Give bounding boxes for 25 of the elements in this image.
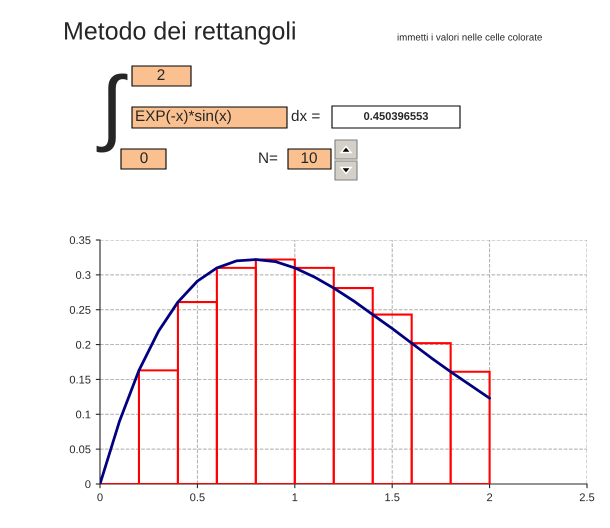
text: dx = xyxy=(292,110,320,122)
y-tick-label: 0 xyxy=(85,480,91,488)
y-tick-label: 0.3 xyxy=(76,271,90,279)
x-tick-label: 2 xyxy=(487,493,492,502)
y-tick-label: 0.05 xyxy=(70,445,91,454)
text: 0 xyxy=(140,152,148,164)
x-tick-label: 1 xyxy=(292,493,298,502)
x-tick-label: 0 xyxy=(97,493,103,502)
y-tick-label: 0.1 xyxy=(76,410,90,418)
text: ∫ xyxy=(96,74,128,152)
text: 0.450396553 xyxy=(364,112,428,120)
x-tick-label: 0.5 xyxy=(190,493,205,502)
text: N= xyxy=(259,152,278,163)
y-tick-label: 0.25 xyxy=(70,306,91,314)
chart-title: Metodo dei rettangoli xyxy=(65,21,295,45)
y-tick-label: 0.35 xyxy=(70,236,91,244)
x-tick-label: 1.5 xyxy=(385,493,400,502)
text: EXP(-x)*sin(x) xyxy=(136,110,231,124)
y-tick-label: 0.2 xyxy=(76,340,90,349)
y-tick-label: 0.15 xyxy=(70,376,91,384)
text: 2 xyxy=(158,69,164,80)
chart-subtitle: immetti i valori nelle celle colorate xyxy=(398,33,542,41)
x-tick-label: 2.5 xyxy=(580,493,594,502)
text: 10 xyxy=(302,152,317,164)
line-series xyxy=(100,258,491,484)
